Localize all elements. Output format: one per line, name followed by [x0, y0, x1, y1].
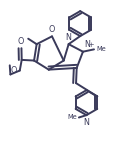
Text: N: N: [83, 118, 89, 127]
Text: O: O: [11, 66, 17, 75]
Text: Me: Me: [96, 46, 106, 52]
Text: O: O: [49, 25, 55, 33]
Text: N: N: [65, 33, 71, 42]
Text: +: +: [88, 42, 93, 48]
Text: O: O: [18, 37, 24, 46]
Text: N: N: [84, 40, 90, 49]
Text: Me: Me: [67, 115, 77, 120]
